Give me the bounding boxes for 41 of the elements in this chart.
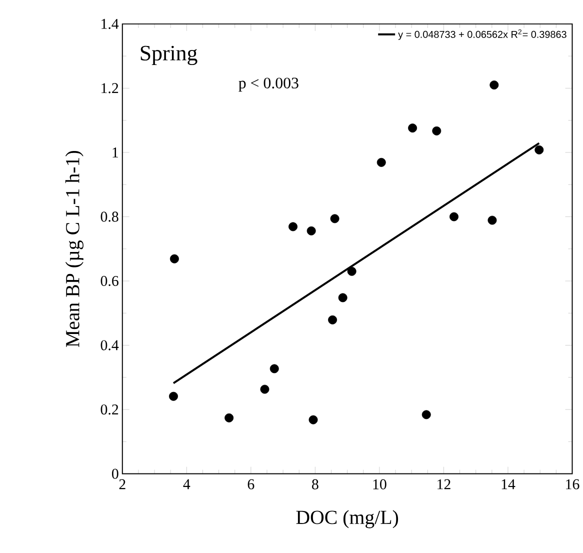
point bbox=[170, 254, 179, 264]
x-tick-label: 2 bbox=[119, 479, 126, 490]
point bbox=[432, 126, 442, 136]
point bbox=[330, 214, 340, 224]
point bbox=[306, 226, 316, 236]
x-tick-label: 4 bbox=[183, 480, 190, 490]
y-tick-label: 1 bbox=[112, 148, 118, 158]
point bbox=[488, 216, 497, 225]
point bbox=[288, 222, 298, 232]
y-tick-label: 0.4 bbox=[100, 340, 119, 351]
legend-label: y = 0.048733 + 0.06562x R$^{2}$= 0.39863 bbox=[398, 30, 566, 40]
y-tick-label: 0.8 bbox=[100, 212, 118, 222]
x-tick-label: 8 bbox=[312, 479, 318, 490]
y-tick-label: 1.4 bbox=[102, 19, 119, 30]
y-tick-label: 0 bbox=[112, 468, 118, 480]
point bbox=[450, 212, 458, 222]
x-tick-label: 10 bbox=[373, 479, 386, 490]
x-tick-label: 12 bbox=[438, 479, 450, 490]
x-axis-title: DOC (mg/L) bbox=[296, 510, 398, 528]
point bbox=[347, 267, 356, 276]
y-tick-label: 0.6 bbox=[100, 276, 118, 286]
y-axis-title: Mean BP (µg C L-1 h-1) bbox=[65, 151, 84, 348]
annotation: Spring bbox=[140, 46, 198, 66]
point bbox=[408, 124, 418, 133]
point bbox=[328, 316, 338, 325]
point bbox=[338, 293, 348, 302]
point bbox=[270, 364, 279, 374]
point bbox=[260, 384, 270, 394]
annotation: p < 0.003 bbox=[238, 78, 298, 92]
x-tick-label: 14 bbox=[502, 479, 516, 490]
x-tick-label: 16 bbox=[566, 479, 580, 490]
point bbox=[490, 80, 499, 90]
point bbox=[376, 158, 386, 168]
point bbox=[534, 146, 544, 155]
point bbox=[308, 416, 318, 424]
point bbox=[224, 414, 234, 423]
point bbox=[422, 410, 431, 420]
y-tick-label: 0.2 bbox=[100, 404, 118, 415]
y-tick-label: 1.2 bbox=[102, 83, 118, 94]
point bbox=[168, 392, 178, 402]
x-tick-label: 6 bbox=[248, 479, 254, 490]
